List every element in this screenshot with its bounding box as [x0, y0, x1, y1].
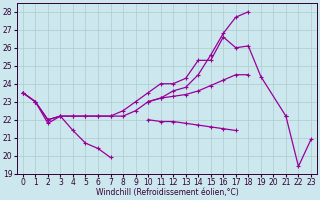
- X-axis label: Windchill (Refroidissement éolien,°C): Windchill (Refroidissement éolien,°C): [96, 188, 238, 197]
